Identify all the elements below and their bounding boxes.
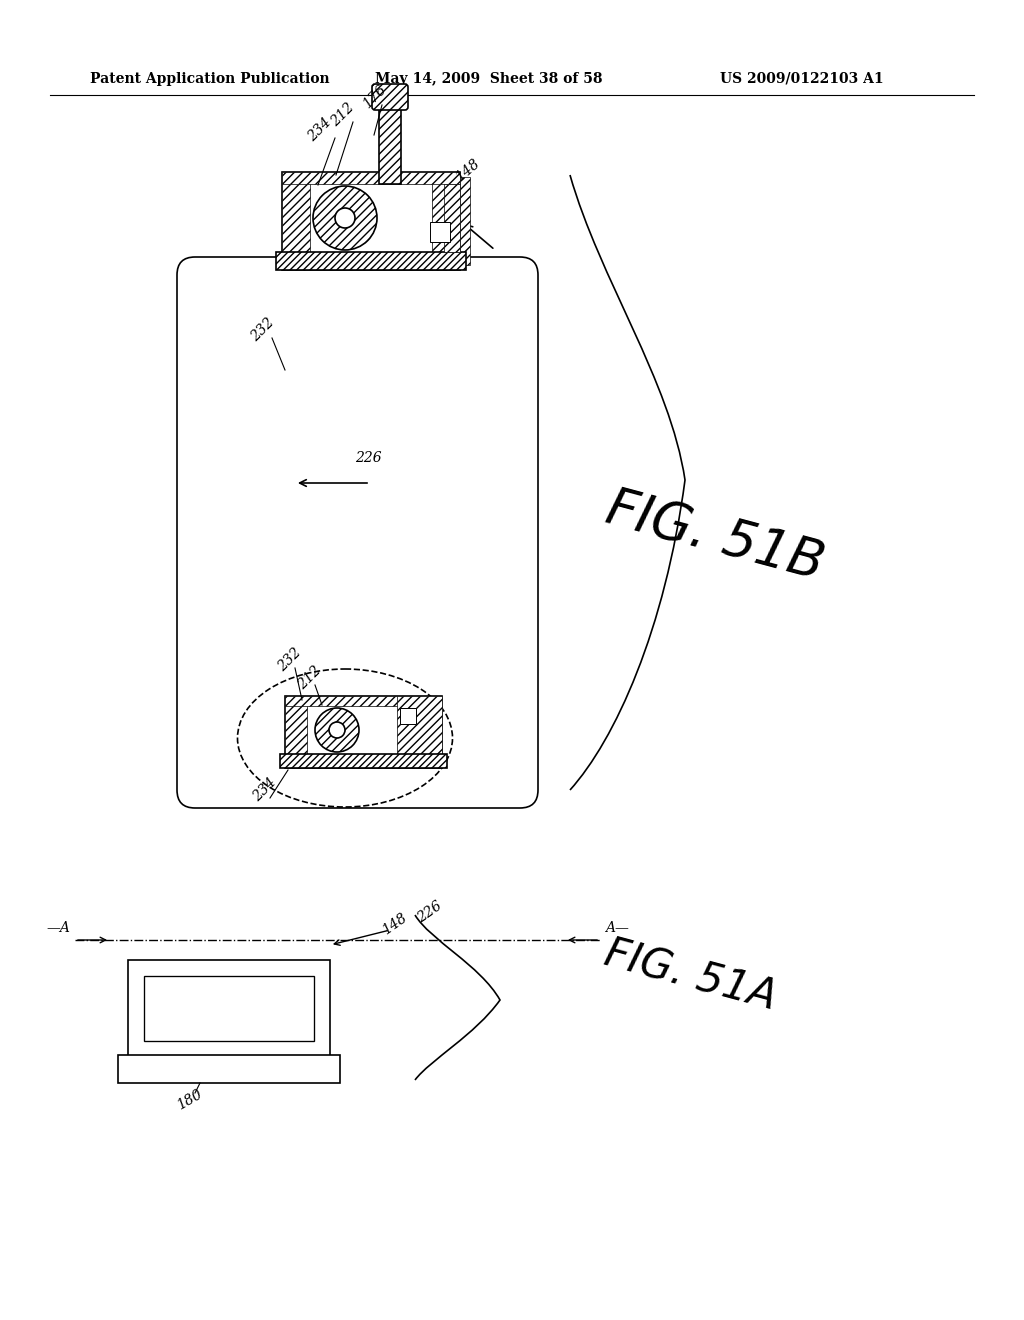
Text: US 2009/0122103 A1: US 2009/0122103 A1 <box>720 73 884 86</box>
Bar <box>144 975 314 1041</box>
Text: 176: 176 <box>360 83 389 111</box>
Text: FIG. 51A: FIG. 51A <box>600 933 781 1019</box>
Text: —A: —A <box>46 921 70 935</box>
Bar <box>460 177 470 265</box>
Circle shape <box>315 708 359 752</box>
Bar <box>397 696 442 754</box>
Bar <box>400 708 416 723</box>
Bar <box>282 172 460 271</box>
FancyBboxPatch shape <box>177 257 538 808</box>
Circle shape <box>313 186 377 249</box>
Text: 148: 148 <box>380 911 410 937</box>
Bar <box>432 172 460 271</box>
Text: 148: 148 <box>454 156 482 183</box>
Circle shape <box>335 209 355 228</box>
Bar <box>118 1055 340 1082</box>
Text: 234: 234 <box>251 776 280 804</box>
Bar <box>285 696 442 706</box>
Bar <box>430 222 450 242</box>
Bar <box>276 252 466 271</box>
Text: FIG. 51B: FIG. 51B <box>600 483 829 591</box>
FancyBboxPatch shape <box>372 84 408 110</box>
Bar <box>128 960 330 1074</box>
Circle shape <box>329 722 345 738</box>
Text: 180: 180 <box>175 1088 205 1113</box>
Text: A—: A— <box>605 921 629 935</box>
Text: 234: 234 <box>305 116 335 144</box>
Bar <box>282 172 460 183</box>
Bar <box>285 696 307 754</box>
Text: Patent Application Publication: Patent Application Publication <box>90 73 330 86</box>
Text: 226: 226 <box>354 451 381 465</box>
Text: May 14, 2009  Sheet 38 of 58: May 14, 2009 Sheet 38 of 58 <box>375 73 602 86</box>
Bar <box>282 172 310 271</box>
Text: 232: 232 <box>275 645 304 675</box>
Bar <box>444 183 460 252</box>
Bar <box>280 754 447 768</box>
Text: 226: 226 <box>415 899 444 925</box>
Text: 212: 212 <box>329 100 357 129</box>
Text: 212: 212 <box>296 664 325 693</box>
Bar <box>379 96 401 183</box>
Text: 232: 232 <box>249 315 278 345</box>
Bar <box>285 696 442 768</box>
